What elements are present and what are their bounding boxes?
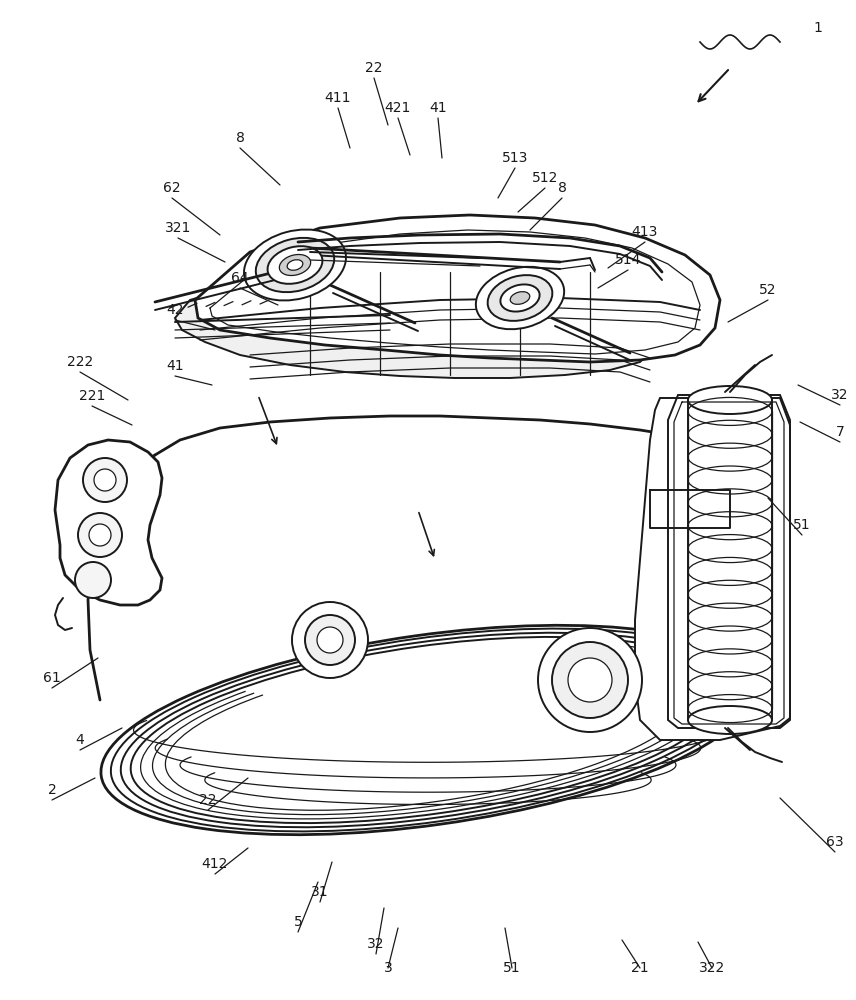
Text: 413: 413: [632, 225, 658, 239]
Polygon shape: [635, 398, 790, 740]
Polygon shape: [175, 268, 660, 378]
Text: 7: 7: [835, 425, 844, 439]
Text: 21: 21: [631, 961, 649, 975]
Ellipse shape: [287, 260, 303, 270]
Text: 51: 51: [794, 518, 811, 532]
Text: 41: 41: [429, 101, 447, 115]
Circle shape: [552, 642, 628, 718]
Circle shape: [94, 469, 116, 491]
Text: 31: 31: [312, 885, 329, 899]
Circle shape: [75, 562, 111, 598]
Circle shape: [538, 628, 642, 732]
Text: 1: 1: [813, 21, 823, 35]
Circle shape: [292, 602, 368, 678]
Circle shape: [83, 458, 127, 502]
Text: 62: 62: [163, 181, 181, 195]
Text: 411: 411: [324, 91, 351, 105]
Ellipse shape: [279, 254, 311, 276]
Text: 421: 421: [385, 101, 411, 115]
Text: 412: 412: [202, 857, 229, 871]
Text: 512: 512: [532, 171, 558, 185]
Text: 8: 8: [557, 181, 567, 195]
Text: 22: 22: [366, 61, 383, 75]
Text: 5: 5: [294, 915, 302, 929]
Circle shape: [317, 627, 343, 653]
Text: 42: 42: [166, 303, 184, 317]
Ellipse shape: [101, 625, 755, 835]
Text: 64: 64: [231, 271, 249, 285]
Ellipse shape: [476, 267, 564, 329]
Ellipse shape: [244, 230, 346, 300]
Text: 4: 4: [75, 733, 85, 747]
Text: 513: 513: [502, 151, 528, 165]
Polygon shape: [55, 440, 162, 605]
Ellipse shape: [501, 284, 539, 312]
Circle shape: [89, 524, 111, 546]
Polygon shape: [195, 215, 720, 362]
Ellipse shape: [688, 706, 772, 734]
Ellipse shape: [256, 238, 334, 292]
Text: 222: 222: [67, 355, 93, 369]
Text: 61: 61: [43, 671, 61, 685]
Circle shape: [305, 615, 355, 665]
Text: 51: 51: [503, 961, 520, 975]
Circle shape: [78, 513, 122, 557]
Text: 63: 63: [826, 835, 844, 849]
Text: 41: 41: [166, 359, 184, 373]
Text: 22: 22: [199, 793, 217, 807]
Text: 322: 322: [698, 961, 725, 975]
Text: 2: 2: [48, 783, 56, 797]
Ellipse shape: [688, 386, 772, 414]
Text: 514: 514: [615, 253, 641, 267]
Text: 221: 221: [79, 389, 105, 403]
Text: 32: 32: [831, 388, 849, 402]
Text: 3: 3: [383, 961, 392, 975]
Ellipse shape: [488, 275, 552, 321]
Text: 8: 8: [235, 131, 245, 145]
Text: 321: 321: [165, 221, 191, 235]
Text: 32: 32: [367, 937, 384, 951]
Ellipse shape: [510, 292, 530, 304]
Ellipse shape: [268, 246, 323, 284]
Circle shape: [568, 658, 612, 702]
Text: 52: 52: [759, 283, 776, 297]
